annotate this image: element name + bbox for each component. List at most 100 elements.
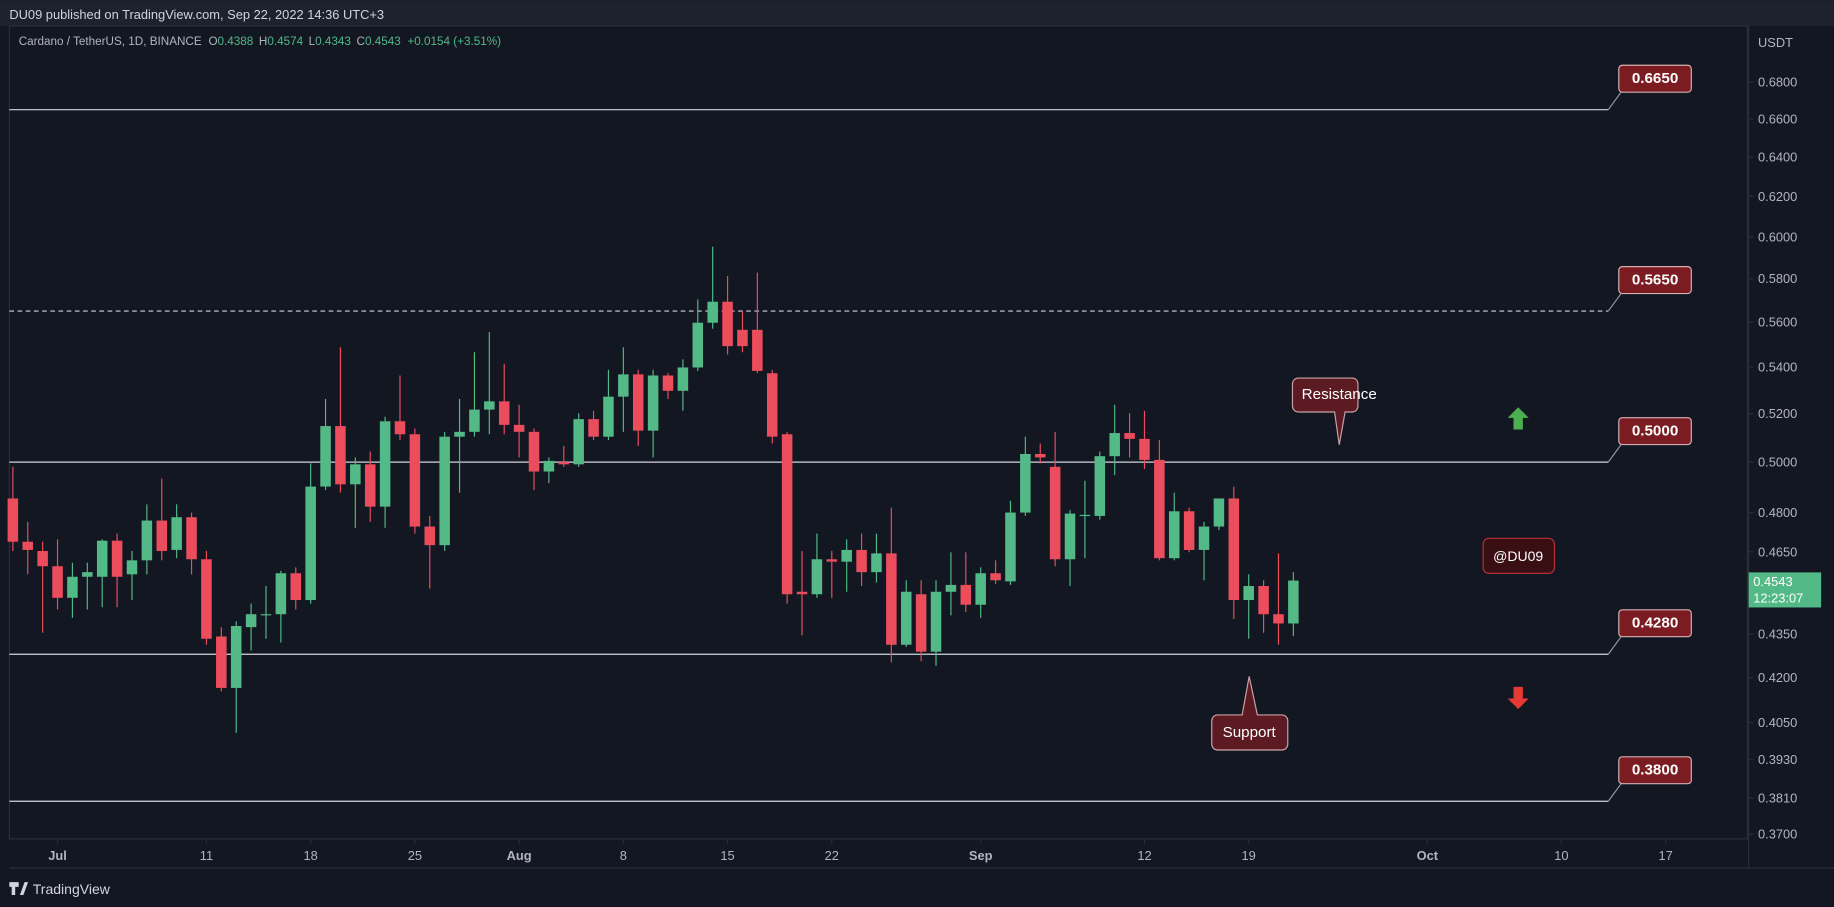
candle [1258,580,1269,633]
level-label-box [1618,64,1692,93]
x-tick-label: 18 [304,848,318,863]
candle [826,550,838,598]
candle-body [1243,586,1254,601]
candle [1005,500,1016,585]
candle-body [900,591,912,645]
candle-body [1154,459,1165,559]
candle [22,521,34,575]
candle-body [841,549,852,562]
x-tick-label: 15 [720,848,734,863]
candle [409,428,421,534]
candle-body [484,401,495,410]
candle [171,504,182,559]
x-tick-label: Oct [1417,848,1439,863]
candle-body [990,573,1001,581]
candle-body [424,526,436,546]
candle-body [96,540,108,577]
candle-body [1139,438,1150,460]
candle-body [7,498,19,542]
candle-body [826,559,838,562]
candle-body [156,520,168,551]
x-tick-label: 22 [825,848,839,863]
candle-body [1109,433,1120,457]
candle [558,445,570,467]
candle-body [573,419,584,465]
candle [1243,574,1254,639]
candle [841,539,852,592]
candle-body [379,421,391,507]
quote-key: H [259,35,267,48]
candle-body [871,553,882,573]
quote-key: O [208,35,217,48]
candle-body [945,584,957,592]
support-callout: Support [1211,676,1289,751]
up-arrow [1507,407,1529,430]
candle [141,504,153,575]
quote-key: C [357,35,365,48]
candle [126,550,138,601]
candle-body [1273,614,1284,624]
y-tick-label: 0.6400 [1758,150,1797,165]
candle-body [126,560,138,575]
candle [156,478,168,561]
y-tick-label: 0.4650 [1758,544,1797,559]
level-label: 0.4280 [1632,615,1678,632]
candle [960,552,972,612]
candle [1154,440,1165,561]
candle [632,369,644,446]
candle-body [439,436,450,546]
candle [186,512,197,575]
y-tick-label: 0.5000 [1758,455,1797,470]
level-connector [1607,783,1622,802]
candle-body [1258,586,1269,615]
candle-body [677,367,689,391]
candle-body [216,636,227,688]
candle-body [1020,453,1031,513]
candle [1288,572,1299,637]
level-label-box [1618,417,1692,446]
candle-body [22,541,34,550]
candle [573,413,584,467]
y-tick-label: 0.3700 [1758,827,1797,842]
candle [245,603,257,651]
top-bar [0,0,1834,26]
x-tick-label: Jul [48,848,67,863]
candle [513,404,525,458]
candle-body [662,375,674,391]
candle-body [1228,498,1240,601]
candle-body [394,421,406,435]
candle-body [737,329,748,347]
candle-body [171,517,182,550]
candle [394,375,406,441]
candle [1213,498,1225,531]
candle [1124,413,1135,458]
candle [52,539,63,610]
y-tick-label: 0.4050 [1758,715,1797,730]
candle-body [796,591,808,595]
candle-body [275,573,287,615]
candle [67,562,78,618]
quote-value: 0.4388 [218,35,254,48]
quote-key: L [309,35,316,48]
candle [930,580,942,666]
level-connector [1607,91,1622,111]
candle [37,541,48,633]
y-tick-label: 0.6200 [1758,189,1797,204]
x-tick-label: 17 [1658,848,1672,863]
candle [915,580,927,662]
candle [260,586,272,639]
candle-body [975,573,986,605]
candle [1034,443,1046,464]
price-tag-countdown: 12:23:07 [1753,591,1803,606]
candle [1020,436,1031,516]
down-arrow [1507,686,1529,710]
y-tick-label: 0.6600 [1758,112,1797,127]
candle-body [141,520,153,561]
candle-body [528,431,540,472]
candle [7,466,19,551]
y-tick-label: 0.3810 [1758,791,1797,806]
candle-body [766,373,778,437]
candle-body [1183,511,1195,550]
candle [707,246,718,329]
